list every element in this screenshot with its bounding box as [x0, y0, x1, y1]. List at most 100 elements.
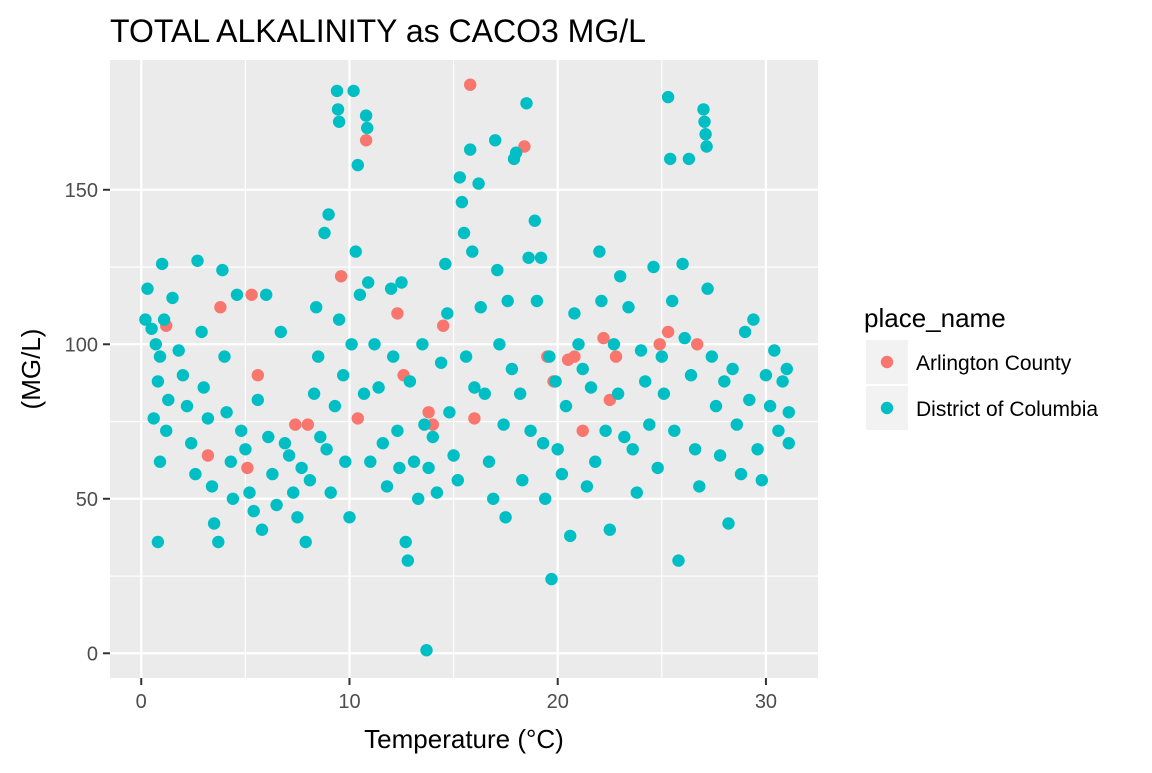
x-axis: 0 10 20 30	[136, 678, 777, 713]
data-point-district-of-columbia	[278, 437, 292, 450]
data-point-district-of-columbia	[701, 282, 714, 295]
y-axis: 0 50 100 150	[65, 180, 110, 665]
data-point-district-of-columbia	[614, 270, 627, 283]
data-point-district-of-columbia	[672, 554, 685, 567]
data-point-district-of-columbia	[345, 338, 358, 351]
data-point-district-of-columbia	[451, 474, 464, 487]
x-tick-label: 30	[755, 691, 777, 713]
data-point-district-of-columbia	[478, 387, 491, 400]
data-point-district-of-columbia	[455, 195, 469, 209]
data-point-district-of-columbia	[466, 245, 479, 258]
data-point-arlington-county	[661, 325, 675, 339]
data-point-district-of-columbia	[682, 152, 696, 166]
data-point-district-of-columbia	[651, 461, 664, 475]
data-point-district-of-columbia	[655, 350, 668, 363]
data-point-district-of-columbia	[551, 443, 564, 456]
data-point-district-of-columbia	[282, 449, 296, 462]
data-point-district-of-columbia	[534, 251, 548, 264]
data-point-district-of-columbia	[239, 443, 252, 456]
data-point-district-of-columbia	[384, 282, 398, 295]
data-point-district-of-columbia	[568, 307, 581, 320]
data-point-district-of-columbia	[709, 399, 723, 413]
x-tick-label: 0	[136, 691, 147, 713]
data-point-district-of-columbia	[337, 369, 350, 382]
data-point-district-of-columbia	[607, 338, 621, 351]
data-point-district-of-columbia	[255, 523, 269, 536]
data-point-district-of-columbia	[772, 424, 785, 437]
data-point-arlington-county	[568, 350, 581, 363]
data-point-district-of-columbia	[536, 437, 550, 450]
data-point-district-of-columbia	[310, 301, 323, 314]
data-point-district-of-columbia	[630, 486, 643, 499]
data-point-district-of-columbia	[763, 399, 777, 413]
data-point-district-of-columbia	[160, 424, 173, 437]
data-point-district-of-columbia	[443, 406, 456, 419]
data-point-district-of-columbia	[357, 387, 371, 400]
data-point-district-of-columbia	[180, 399, 194, 413]
data-point-arlington-county	[241, 461, 254, 475]
data-point-district-of-columbia	[216, 263, 229, 277]
data-point-district-of-columbia	[595, 294, 608, 308]
data-point-district-of-columbia	[782, 437, 795, 450]
data-point-district-of-columbia	[395, 276, 408, 289]
data-point-district-of-columbia	[274, 325, 287, 339]
legend-entries: Arlington County District of Columbia	[866, 340, 1098, 430]
data-point-district-of-columbia	[718, 375, 731, 388]
grid-minor	[110, 60, 818, 678]
data-point-district-of-columbia	[593, 245, 606, 258]
data-point-district-of-columbia	[393, 461, 406, 475]
data-point-district-of-columbia	[482, 455, 496, 468]
data-point-district-of-columbia	[220, 406, 233, 419]
data-point-district-of-columbia	[751, 443, 764, 456]
legend-title: place_name	[864, 303, 1006, 333]
data-point-arlington-county	[201, 449, 215, 462]
data-point-district-of-columbia	[697, 103, 710, 116]
data-point-arlington-county	[597, 331, 610, 345]
data-point-district-of-columbia	[162, 393, 175, 407]
data-point-district-of-columbia	[516, 474, 529, 487]
data-point-district-of-columbia	[738, 325, 752, 339]
data-point-district-of-columbia	[147, 412, 160, 425]
data-point-district-of-columbia	[730, 418, 743, 431]
data-point-district-of-columbia	[676, 257, 689, 271]
data-point-district-of-columbia	[439, 257, 452, 271]
data-point-district-of-columbia	[399, 535, 412, 549]
data-point-district-of-columbia	[322, 208, 335, 221]
data-point-district-of-columbia	[324, 486, 337, 499]
data-point-district-of-columbia	[312, 350, 325, 363]
data-point-district-of-columbia	[172, 344, 185, 357]
data-point-district-of-columbia	[247, 504, 260, 518]
data-point-district-of-columbia	[472, 177, 485, 190]
data-point-district-of-columbia	[678, 331, 691, 345]
data-point-district-of-columbia	[580, 480, 594, 493]
data-point-district-of-columbia	[351, 158, 364, 172]
data-point-district-of-columbia	[555, 467, 569, 481]
data-point-district-of-columbia	[666, 294, 679, 308]
data-point-district-of-columbia	[524, 424, 537, 437]
data-point-district-of-columbia	[243, 486, 256, 499]
data-point-district-of-columbia	[230, 288, 244, 301]
data-points	[139, 78, 795, 657]
data-point-district-of-columbia	[295, 461, 308, 475]
data-point-district-of-columbia	[151, 375, 165, 388]
data-point-district-of-columbia	[314, 430, 327, 444]
data-point-district-of-columbia	[185, 437, 198, 450]
data-point-district-of-columbia	[530, 294, 544, 308]
data-point-district-of-columbia	[412, 492, 425, 505]
data-point-district-of-columbia	[359, 109, 373, 122]
data-point-district-of-columbia	[339, 455, 352, 468]
data-point-district-of-columbia	[584, 381, 598, 394]
data-point-district-of-columbia	[634, 344, 648, 357]
data-point-district-of-columbia	[422, 461, 435, 475]
data-point-district-of-columbia	[464, 143, 477, 156]
data-point-district-of-columbia	[664, 152, 677, 166]
y-tick-label: 50	[76, 489, 98, 511]
data-point-district-of-columbia	[497, 418, 510, 431]
data-point-district-of-columbia	[668, 424, 681, 437]
data-point-district-of-columbia	[347, 84, 360, 98]
data-point-district-of-columbia	[260, 288, 273, 301]
data-point-district-of-columbia	[145, 322, 158, 335]
data-point-district-of-columbia	[618, 430, 631, 444]
data-point-arlington-county	[391, 307, 404, 320]
